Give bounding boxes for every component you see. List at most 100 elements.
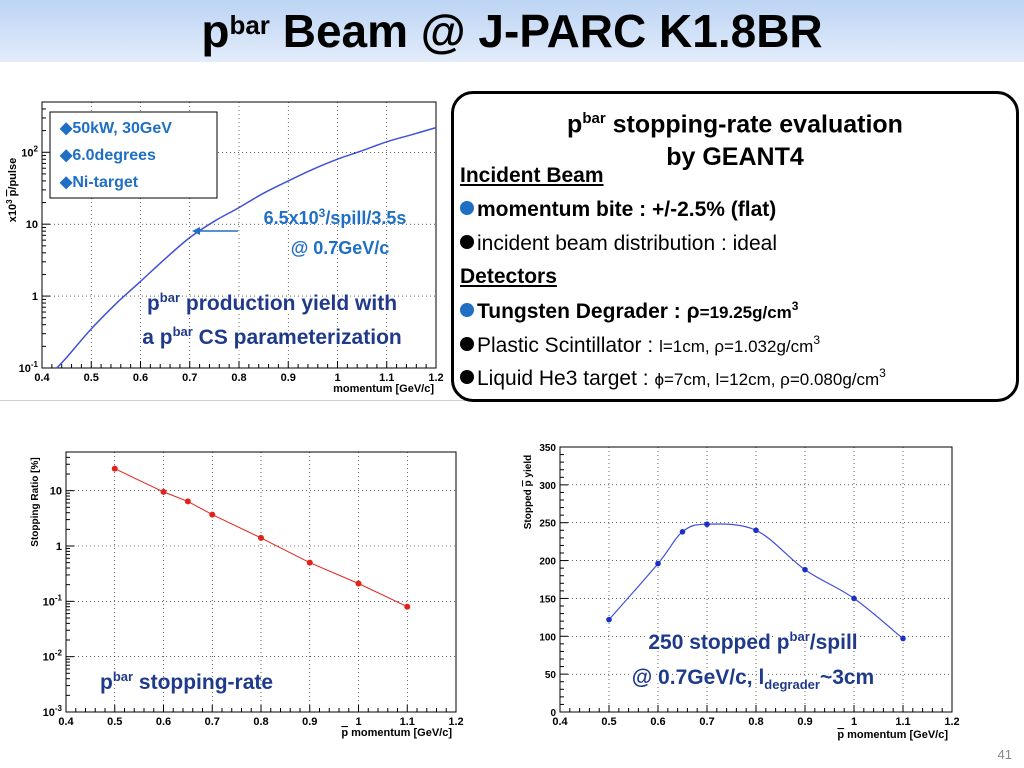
list-item: incident beam distribution : ideal <box>460 232 777 256</box>
list-item: Plastic Scintillator : l=1cm, ρ=1.032g/c… <box>460 333 820 358</box>
y-tick-label: 250 <box>539 519 556 530</box>
data-point <box>111 465 118 472</box>
incident-beam-heading: Incident Beam <box>460 164 604 187</box>
y-tick-label: 100 <box>539 632 556 643</box>
page-number: 41 <box>997 747 1012 762</box>
y-axis-label: x103 p/pulse <box>5 158 19 222</box>
data-point <box>851 595 857 602</box>
caption-line1: pbar production yield with <box>147 290 397 315</box>
yield-curve <box>56 126 437 369</box>
x-tick-label: 0.7 <box>182 372 197 384</box>
y-tick-label: 10-1 <box>19 360 39 375</box>
stopped-yield-chart-svg: 0.4 0.5 0.6 0.7 0.8 0.9 1 1.1 1.2 0 50 100 150 200 250… <box>515 440 975 748</box>
x-tick-label: 0.8 <box>231 372 246 384</box>
x-tick-label: 0.8 <box>253 716 268 728</box>
y-tick-label: 10 <box>26 219 38 231</box>
list-item: momentum bite : +/-2.5% (flat) <box>460 198 776 222</box>
y-tick-label: 1 <box>32 291 38 303</box>
x-tick-label: 0.4 <box>552 716 568 728</box>
data-point <box>209 511 216 518</box>
y-tick-label: 10 <box>50 486 62 498</box>
data-point <box>802 566 808 573</box>
data-point <box>306 559 313 566</box>
annotation-line1: 6.5x103/spill/3.5s <box>264 206 407 228</box>
y-tick-label: 10-1 <box>43 593 63 608</box>
x-tick-label: 1.2 <box>448 716 463 728</box>
ticks: 0.4 0.5 0.6 0.7 0.8 0.9 1 1.1 1.2 10-3 10-2 10-1 1 10 <box>43 451 464 728</box>
ticks: 0.4 0.5 0.6 0.7 0.8 0.9 1 1.1 1.2 10-1 1 10 102 <box>19 101 444 384</box>
caption-line2: a pbar CS parameterization <box>142 324 401 349</box>
y-tick-label: 300 <box>539 481 556 492</box>
arrow-head-icon <box>192 227 200 235</box>
ticks: 0.4 0.5 0.6 0.7 0.8 0.9 1 1.1 1.2 0 50 100 150 200 250… <box>539 443 959 728</box>
x-tick-label: 0.6 <box>133 372 148 384</box>
chart-background <box>515 440 975 748</box>
yield-chart-svg: 0.4 0.5 0.6 0.7 0.8 0.9 1 1.1 1.2 10-1 1 10 102 x103… <box>0 90 450 400</box>
x-tick-label: 1 <box>334 372 340 384</box>
x-tick-label: 1.2 <box>428 372 443 384</box>
series-line <box>114 468 408 608</box>
stopping-ratio-chart: 0.4 0.5 0.6 0.7 0.8 0.9 1 1.1 1.2 10-3 10-2 10-1 1 10… <box>0 440 470 748</box>
data-point <box>184 498 191 505</box>
annotation-line2: @ 0.7GeV/c <box>291 238 390 258</box>
x-tick-label: 1.1 <box>895 716 910 728</box>
caption-line1: 250 stopped pbar/spill <box>648 629 857 654</box>
data-point <box>679 529 686 535</box>
x-tick-label: 1 <box>851 716 857 728</box>
x-axis-label: p momentum [GeV/c] <box>837 729 948 741</box>
detectors-heading: Detectors <box>460 265 557 288</box>
legend-item: ◆50kW, 30GeV <box>59 120 172 137</box>
title-bar <box>0 0 1024 62</box>
slide-title: pbar Beam @ J-PARC K1.8BR <box>201 5 823 57</box>
x-tick-label: 0.4 <box>58 716 74 728</box>
y-tick-label: 10-3 <box>43 704 63 719</box>
bullet-icon <box>460 235 474 250</box>
x-tick-label: 1.1 <box>400 716 415 728</box>
caption-line2: @ 0.7GeV/c, ldegrader~3cm <box>632 666 874 692</box>
x-tick-label: 0.7 <box>699 716 714 728</box>
data-point <box>160 488 167 495</box>
y-tick-label: 102 <box>21 144 38 159</box>
legend-item: ◆Ni-target <box>59 174 139 191</box>
bullet-icon <box>460 337 474 352</box>
data-point <box>404 603 411 610</box>
stopping-ratio-chart-svg: 0.4 0.5 0.6 0.7 0.8 0.9 1 1.1 1.2 10-3 10-2 10-1 1 10… <box>0 440 470 748</box>
data-point <box>704 521 710 528</box>
x-tick-label: 0.5 <box>84 372 99 384</box>
x-tick-label: 0.9 <box>302 716 317 728</box>
box-title: pbar stopping-rate evaluation by GEANT4 <box>567 110 903 172</box>
yield-chart: 0.4 0.5 0.6 0.7 0.8 0.9 1 1.1 1.2 10-1 1 10 102 x103… <box>0 90 450 400</box>
geant4-info-box: pbar stopping-rate evaluation by GEANT4 … <box>451 91 1019 402</box>
x-tick-label: 0.9 <box>797 716 812 728</box>
x-tick-label: 0.4 <box>34 372 50 384</box>
data-point <box>655 560 661 567</box>
x-tick-label: 0.6 <box>650 716 665 728</box>
list-item: Tungsten Degrader : ρ=19.25g/cm3 <box>460 299 798 324</box>
legend-item: ◆6.0degrees <box>59 147 156 164</box>
x-tick-label: 0.7 <box>205 716 220 728</box>
bullet-icon <box>460 370 474 385</box>
caption: pbar stopping-rate <box>100 669 273 694</box>
x-tick-label: 1 <box>355 716 361 728</box>
divider <box>0 400 505 401</box>
data-point <box>606 616 612 623</box>
chart-background <box>0 440 470 748</box>
y-axis-label: Stopped p yield <box>523 455 534 529</box>
y-tick-label: 10-2 <box>43 649 63 664</box>
bullet-icon <box>460 303 474 318</box>
x-tick-label: 0.5 <box>601 716 616 728</box>
y-axis-label: Stopping Ratio [%] <box>30 457 41 546</box>
x-tick-label: 0.6 <box>156 716 171 728</box>
data-point <box>355 580 362 587</box>
x-tick-label: 0.8 <box>748 716 763 728</box>
x-tick-label: 0.5 <box>107 716 122 728</box>
series <box>111 465 411 610</box>
bullet-icon <box>460 201 474 216</box>
x-axis-label: momentum [GeV/c] <box>333 383 434 395</box>
list-item: Liquid He3 target : ϕ=7cm, l=12cm, ρ=0.0… <box>460 366 886 391</box>
x-tick-label: 1.2 <box>944 716 959 728</box>
stopped-yield-chart: 0.4 0.5 0.6 0.7 0.8 0.9 1 1.1 1.2 0 50 100 150 200 250… <box>515 440 975 748</box>
y-tick-label: 1 <box>56 541 62 553</box>
y-tick-label: 0 <box>550 708 556 719</box>
series <box>606 521 906 642</box>
